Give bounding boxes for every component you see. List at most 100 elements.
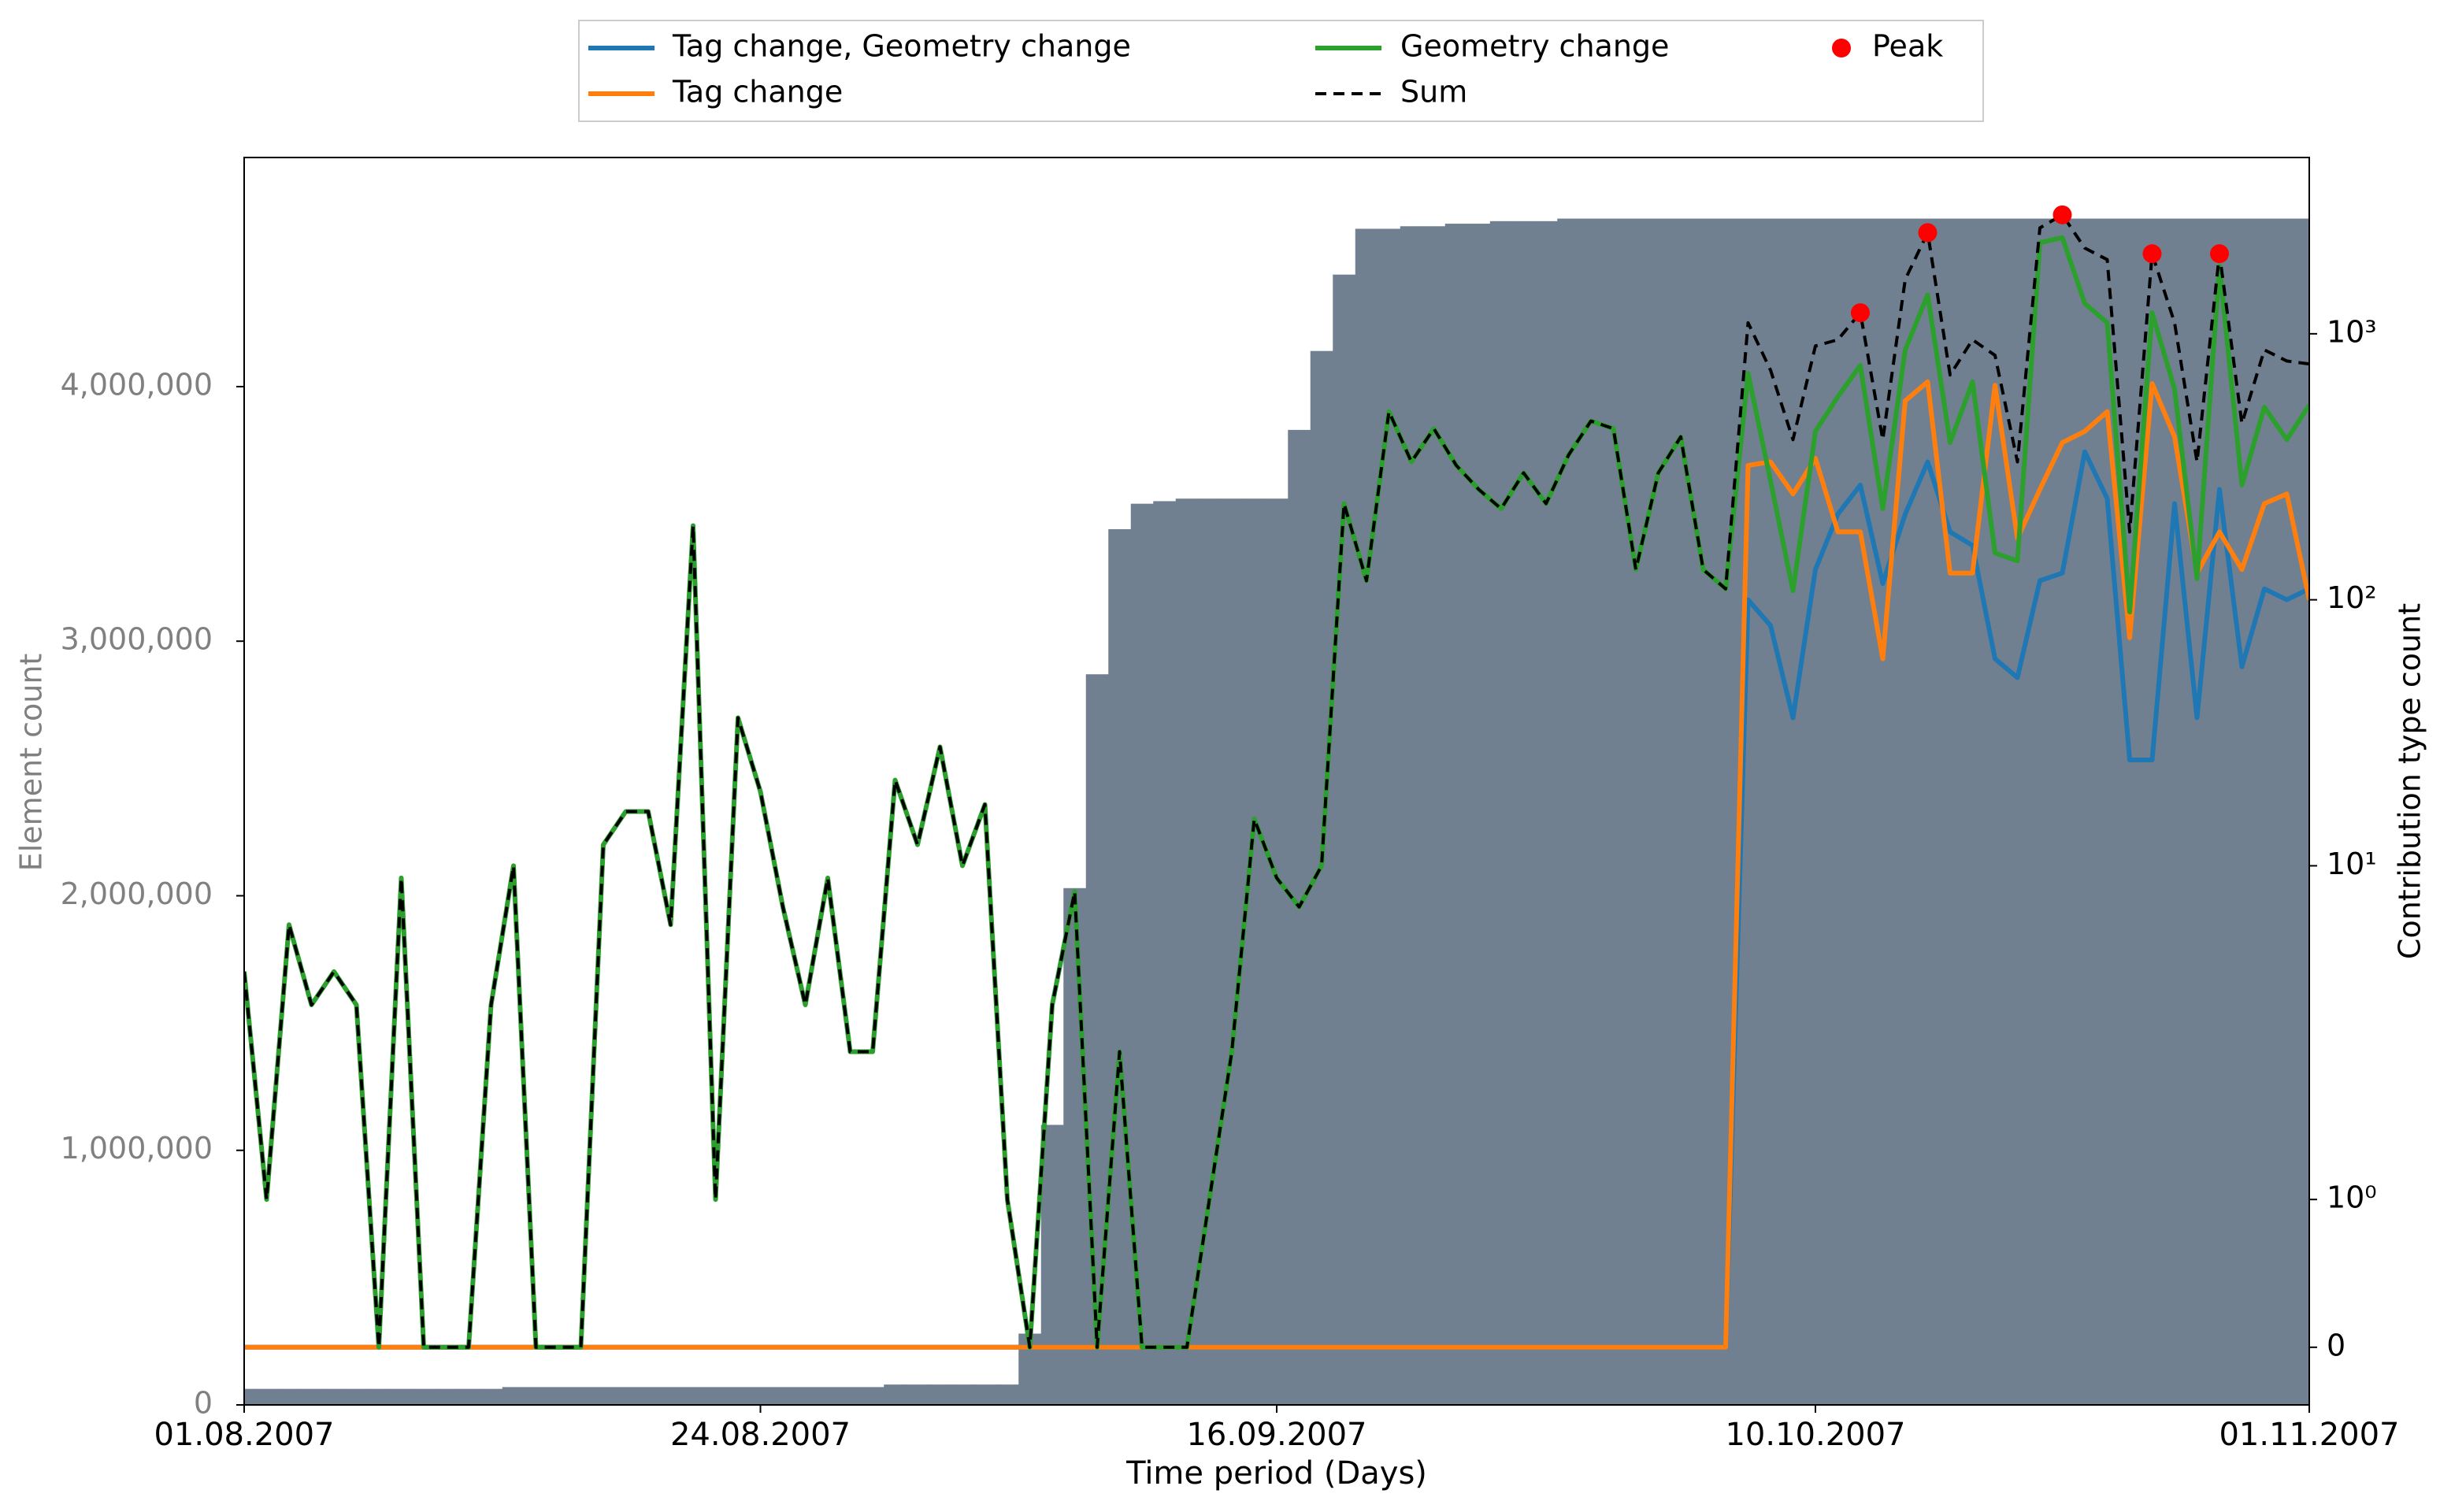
area-layer — [244, 218, 2309, 1405]
area-step — [547, 1387, 570, 1405]
area-step — [2275, 218, 2299, 1405]
area-step — [1355, 228, 1378, 1405]
area-step — [591, 1387, 615, 1405]
area-step — [906, 1384, 929, 1405]
area-step — [816, 1387, 840, 1405]
area-step — [1579, 218, 1603, 1405]
area-step — [2073, 218, 2097, 1405]
area-step — [2253, 218, 2276, 1405]
area-step — [996, 1384, 1019, 1405]
area-step — [345, 1388, 369, 1405]
area-step — [322, 1388, 346, 1405]
area-step — [839, 1387, 862, 1405]
line-layer — [244, 205, 2309, 1350]
area-step — [412, 1388, 436, 1405]
y2-tick-label: 10³ — [2327, 314, 2377, 349]
area-step — [973, 1384, 997, 1405]
legend-label: Peak — [1872, 29, 1943, 64]
area-step — [2297, 218, 2309, 1405]
area-step — [1961, 218, 1985, 1405]
area-step — [1871, 218, 1895, 1405]
area-step — [390, 1388, 413, 1405]
area-step — [480, 1388, 503, 1405]
area-step — [1983, 218, 2007, 1405]
area-step — [1826, 218, 1850, 1405]
area-step — [1422, 226, 1446, 1405]
area-step — [1489, 220, 1513, 1405]
x-tick-label: 16.09.2007 — [1186, 1417, 1366, 1453]
y2-tick-label: 10¹ — [2327, 847, 2377, 881]
area-step — [1916, 218, 1940, 1405]
legend-box — [578, 20, 1984, 122]
x-axis-label: Time period (Days) — [1125, 1455, 1427, 1492]
area-step — [1333, 274, 1356, 1405]
y2-tick-label: 10⁰ — [2327, 1180, 2377, 1215]
area-step — [367, 1388, 391, 1405]
peak-marker — [2052, 205, 2072, 224]
area-step — [1714, 218, 1737, 1405]
legend-label: Tag change — [672, 75, 843, 109]
area-step — [861, 1387, 884, 1405]
area-step — [502, 1387, 525, 1405]
y-tick-label: 1,000,000 — [61, 1131, 213, 1166]
series-line — [244, 379, 2309, 1350]
area-step — [457, 1388, 480, 1405]
area-step — [929, 1384, 952, 1405]
area-step — [1444, 224, 1468, 1405]
area-step — [2096, 218, 2119, 1405]
area-step — [951, 1384, 974, 1405]
area-step — [1288, 429, 1311, 1405]
area-step — [884, 1384, 907, 1405]
legend-label: Geometry change — [1400, 29, 1669, 64]
area-step — [1175, 498, 1199, 1405]
peak-marker — [1918, 223, 1938, 243]
area-step — [2051, 218, 2075, 1405]
area-step — [636, 1387, 660, 1405]
x-tick-label: 01.08.2007 — [154, 1417, 334, 1453]
peak-marker — [1851, 303, 1870, 323]
area-step — [1557, 218, 1581, 1405]
x-tick-label: 10.10.2007 — [1725, 1417, 1905, 1453]
area-step — [1243, 498, 1266, 1405]
area-step — [1624, 218, 1648, 1405]
area-step — [1692, 218, 1715, 1405]
y2-tick-label: 10² — [2327, 580, 2377, 615]
area-step — [1534, 220, 1558, 1405]
area-step — [1849, 218, 1872, 1405]
area-step — [1378, 228, 1401, 1405]
legend-label: Sum — [1400, 75, 1467, 109]
y2-tick-label: 0 — [2327, 1328, 2345, 1362]
y-tick-label: 0 — [194, 1386, 213, 1421]
plot-frame — [243, 157, 2310, 1406]
area-step — [771, 1387, 795, 1405]
area-step — [2028, 218, 2052, 1405]
y-tick-label: 2,000,000 — [61, 876, 213, 911]
legend-marker — [1832, 39, 1851, 57]
area-step — [2208, 218, 2231, 1405]
area-step — [2118, 218, 2141, 1405]
peak-marker — [2210, 244, 2229, 264]
area-step — [681, 1387, 705, 1405]
y2-axis-label: Contribution type count — [2393, 603, 2427, 959]
area-step — [2006, 218, 2030, 1405]
area-step — [704, 1387, 728, 1405]
area-step — [726, 1387, 750, 1405]
area-step — [277, 1388, 301, 1405]
area-step — [1602, 218, 1626, 1405]
area-step — [1512, 220, 1536, 1405]
area-step — [1108, 528, 1132, 1405]
x-tick-label: 01.11.2007 — [2219, 1417, 2399, 1453]
area-step — [255, 1388, 279, 1405]
area-step — [1265, 498, 1289, 1405]
area-step — [1085, 674, 1109, 1405]
area-step — [1400, 226, 1423, 1405]
area-step — [1063, 888, 1087, 1405]
area-step — [1782, 218, 1805, 1405]
legend: Tag change, Geometry change Tag change Geo… — [588, 29, 1943, 109]
x-tick-label: 24.08.2007 — [670, 1417, 851, 1453]
y-axis-label: Element count — [14, 654, 49, 872]
area-step — [1669, 218, 1693, 1405]
y-tick-label: 3,000,000 — [61, 622, 213, 657]
